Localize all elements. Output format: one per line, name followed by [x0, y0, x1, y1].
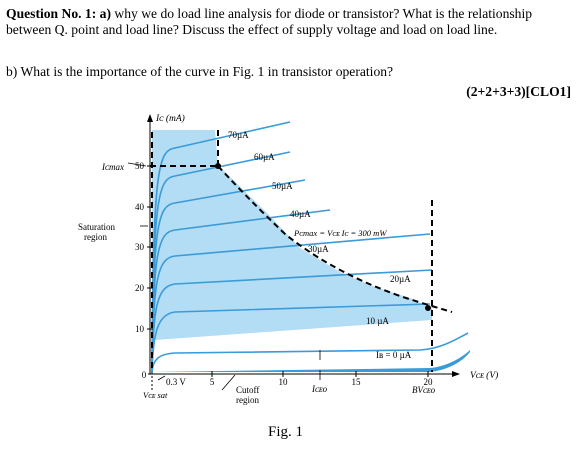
bvceo-label: BVᴄᴇᴏ [412, 385, 436, 395]
pcmax-point-2 [425, 305, 431, 311]
curve-labels: 70µA 60µA 50µA 40µA 30µA 20µA 10 µA Iʙ =… [228, 130, 412, 360]
svg-text:0: 0 [142, 370, 147, 380]
svg-text:15: 15 [352, 377, 362, 387]
boundary-lines [150, 130, 453, 372]
vcesat-value: 0.3 V [166, 377, 186, 387]
y-tick-labels: 50 40 30 20 10 [135, 161, 145, 334]
svg-text:40: 40 [135, 202, 145, 212]
x-axis-label: Vᴄᴇ (V) [470, 370, 498, 381]
saturation-label-1: Saturation [78, 222, 115, 232]
icmax-label: Iᴄmax [101, 162, 124, 172]
y-axis-label: Iᴄ (mA) [155, 113, 185, 124]
curve-0ua [151, 332, 469, 373]
pcmax-label: Pᴄmax = Vᴄᴇ Iᴄ = 300 mW [293, 228, 387, 238]
svg-text:5: 5 [210, 377, 215, 387]
cutoff-band [152, 350, 470, 372]
svg-text:40µA: 40µA [290, 209, 311, 219]
svg-text:50: 50 [135, 161, 145, 171]
pcmax-hyperbola [217, 165, 453, 313]
svg-text:20µA: 20µA [390, 274, 411, 284]
saturation-label-2: region [84, 232, 107, 242]
pointer-arrows [127, 162, 321, 391]
question-a-text: why we do load line analysis for diode o… [6, 6, 533, 38]
svg-text:70µA: 70µA [228, 130, 249, 140]
svg-text:Iʙ = 0 µA: Iʙ = 0 µA [376, 350, 412, 360]
cutoff-label-1: Cutoff [236, 385, 259, 395]
svg-text:10 µA: 10 µA [366, 316, 389, 326]
svg-text:30: 30 [135, 242, 145, 252]
svg-text:50µA: 50µA [272, 181, 293, 191]
iceo-label: Iᴄᴇᴏ [311, 384, 328, 394]
axes [148, 118, 456, 375]
svg-text:30µA: 30µA [308, 244, 329, 254]
svg-text:20: 20 [424, 377, 434, 387]
x-tick-labels: 0 5 10 15 20 [142, 370, 433, 387]
marks-label: (2+2+3+3)[CLO1] [466, 84, 571, 99]
operating-region [152, 130, 432, 372]
curve-10ua [151, 303, 431, 373]
question-part-a: Question No. 1: a) why we do load line a… [6, 6, 574, 38]
vcesat-label: Vᴄᴇ sat [143, 390, 168, 400]
figure-caption: Fig. 1 [268, 424, 304, 440]
question-part-b: b) What is the importance of the curve i… [6, 64, 394, 79]
characteristic-curves [151, 121, 469, 373]
svg-text:20: 20 [135, 283, 145, 293]
svg-text:10: 10 [135, 324, 145, 334]
y-axis-arrow [147, 114, 153, 122]
cutoff-label-2: region [236, 395, 259, 405]
svg-text:10: 10 [279, 377, 289, 387]
question-label: Question No. 1: a) [6, 6, 111, 21]
x-axis-arrow [452, 371, 460, 377]
svg-text:60µA: 60µA [254, 152, 275, 162]
pcmax-point-1 [215, 163, 221, 169]
